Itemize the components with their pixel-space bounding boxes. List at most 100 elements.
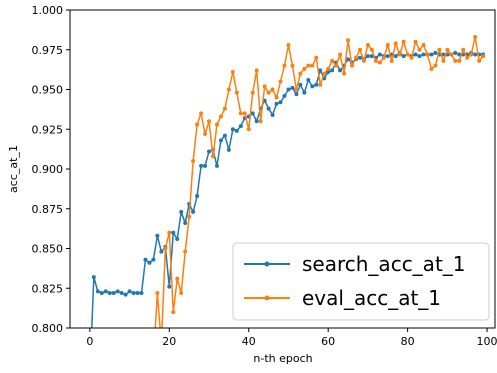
data-point bbox=[155, 233, 160, 238]
data-point bbox=[346, 57, 351, 62]
data-point bbox=[441, 58, 446, 63]
x-tick-label: 60 bbox=[321, 335, 335, 348]
data-point bbox=[473, 52, 478, 57]
legend-box bbox=[232, 242, 490, 321]
data-point bbox=[226, 147, 231, 152]
data-point bbox=[310, 63, 315, 68]
data-point bbox=[286, 87, 291, 92]
data-point bbox=[417, 54, 422, 59]
data-point bbox=[282, 93, 287, 98]
y-tick-label: 0.900 bbox=[32, 163, 64, 176]
data-point bbox=[179, 291, 184, 296]
data-point bbox=[135, 291, 140, 296]
data-point bbox=[298, 82, 303, 87]
data-point bbox=[334, 63, 339, 68]
data-point bbox=[401, 39, 406, 44]
data-point bbox=[207, 119, 212, 124]
data-point bbox=[298, 71, 303, 76]
data-point bbox=[318, 82, 323, 87]
data-point bbox=[433, 50, 438, 55]
data-point bbox=[147, 260, 152, 265]
legend-item-eval: eval_acc_at_1 bbox=[244, 286, 441, 310]
data-point bbox=[477, 58, 482, 63]
data-point bbox=[453, 58, 458, 63]
x-axis-title: n-th epoch bbox=[253, 352, 312, 365]
data-point bbox=[437, 47, 442, 52]
y-tick-label: 0.950 bbox=[32, 84, 64, 97]
data-point bbox=[290, 63, 295, 68]
data-point bbox=[481, 54, 486, 59]
y-tick-label: 0.800 bbox=[32, 322, 64, 335]
data-point bbox=[421, 52, 426, 57]
data-point bbox=[191, 209, 196, 214]
data-point bbox=[210, 154, 215, 159]
series-line bbox=[154, 36, 484, 328]
data-point bbox=[99, 291, 104, 296]
data-point bbox=[214, 163, 219, 168]
data-point bbox=[234, 90, 239, 95]
data-point bbox=[139, 291, 144, 296]
data-point bbox=[187, 214, 192, 219]
series-line bbox=[91, 52, 484, 328]
data-point bbox=[234, 128, 239, 133]
data-point bbox=[350, 63, 355, 68]
data-point bbox=[167, 230, 172, 235]
data-point bbox=[346, 38, 351, 43]
data-point bbox=[473, 35, 478, 40]
data-point bbox=[119, 291, 124, 296]
data-point bbox=[250, 111, 255, 116]
data-point bbox=[338, 52, 343, 57]
data-point bbox=[179, 209, 184, 214]
data-point bbox=[465, 55, 470, 60]
data-point bbox=[222, 133, 227, 138]
data-point bbox=[385, 42, 390, 47]
data-point bbox=[199, 111, 204, 116]
data-point bbox=[246, 127, 251, 132]
data-point bbox=[230, 70, 235, 75]
data-point bbox=[274, 101, 279, 106]
data-point bbox=[425, 52, 430, 57]
data-point bbox=[203, 132, 208, 137]
y-tick-label: 0.925 bbox=[32, 123, 64, 136]
data-point bbox=[143, 257, 148, 262]
x-tick-label: 100 bbox=[477, 335, 497, 348]
data-point bbox=[250, 90, 255, 95]
data-point bbox=[270, 112, 275, 117]
data-point bbox=[278, 79, 283, 84]
data-point bbox=[175, 236, 180, 241]
x-tick-label: 80 bbox=[401, 335, 415, 348]
data-point bbox=[314, 55, 319, 60]
data-point bbox=[318, 68, 323, 73]
data-point bbox=[393, 54, 398, 59]
x-tick-label: 0 bbox=[86, 335, 93, 348]
data-point bbox=[457, 58, 462, 63]
data-point bbox=[409, 55, 414, 60]
data-point bbox=[270, 87, 275, 92]
data-point bbox=[218, 114, 223, 119]
y-tick-label: 0.975 bbox=[32, 44, 64, 57]
data-point bbox=[171, 230, 176, 235]
data-point bbox=[207, 149, 212, 154]
legend: search_acc_at_1 eval_acc_at_1 bbox=[232, 242, 490, 321]
data-point bbox=[195, 122, 200, 127]
data-point bbox=[222, 106, 227, 111]
data-point bbox=[286, 42, 291, 47]
legend-marker-search bbox=[264, 261, 270, 267]
data-point bbox=[357, 47, 362, 52]
data-point bbox=[226, 87, 231, 92]
data-point bbox=[302, 90, 307, 95]
data-point bbox=[461, 47, 466, 52]
data-point bbox=[413, 39, 418, 44]
data-point bbox=[214, 122, 219, 127]
data-point bbox=[306, 77, 311, 82]
data-point bbox=[397, 52, 402, 57]
data-point bbox=[266, 90, 271, 95]
data-point bbox=[238, 111, 243, 116]
data-point bbox=[175, 276, 180, 281]
data-point bbox=[322, 71, 327, 76]
data-point bbox=[342, 71, 347, 76]
data-point bbox=[203, 163, 208, 168]
data-point bbox=[171, 310, 176, 315]
y-tick-label: 0.875 bbox=[32, 203, 64, 216]
